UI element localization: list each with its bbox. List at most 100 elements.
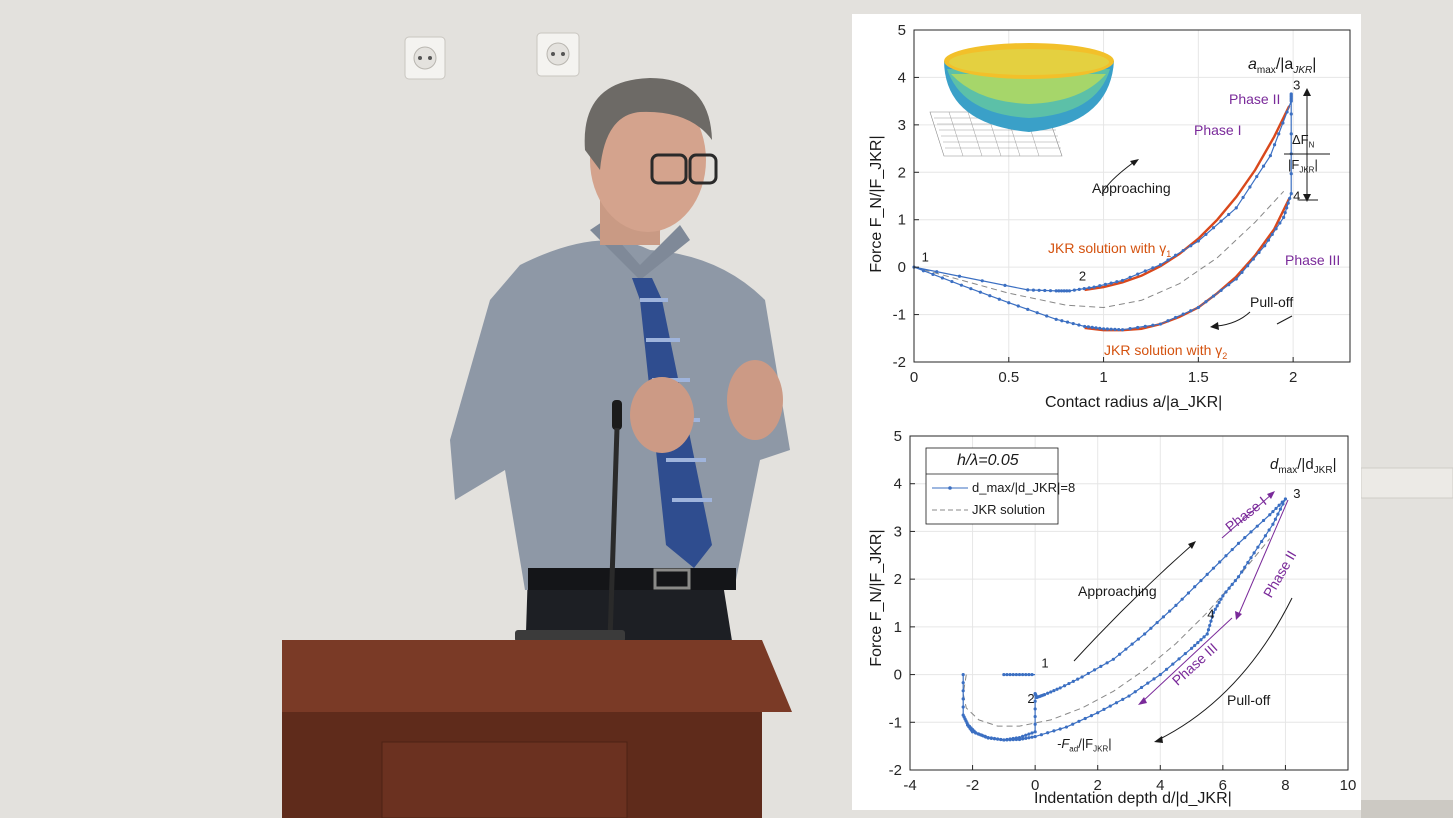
series-marker bbox=[1289, 92, 1293, 96]
series-marker bbox=[1267, 528, 1271, 532]
series-marker bbox=[1196, 305, 1200, 310]
series-marker bbox=[1120, 328, 1125, 332]
series-marker bbox=[1101, 327, 1106, 331]
series-marker bbox=[1219, 219, 1223, 223]
series-marker bbox=[957, 274, 962, 278]
series-marker bbox=[1199, 578, 1203, 583]
series-marker bbox=[1261, 164, 1266, 168]
series-marker bbox=[1236, 541, 1241, 545]
series-marker bbox=[1240, 570, 1244, 574]
series-marker bbox=[1071, 679, 1075, 683]
series-marker bbox=[1277, 132, 1281, 136]
fjkr-label: |FJKR| bbox=[1288, 157, 1318, 175]
x-axis-label-bottom: Indentation depth d/|d_JKR| bbox=[1034, 790, 1232, 807]
series-marker bbox=[1049, 690, 1053, 694]
series-marker bbox=[1058, 727, 1062, 731]
series-marker bbox=[1109, 281, 1113, 285]
y-tick-label: 0 bbox=[894, 667, 902, 684]
wall-trim bbox=[1360, 467, 1453, 499]
series-marker bbox=[1289, 172, 1293, 176]
series-marker bbox=[1128, 327, 1132, 331]
series-marker bbox=[1260, 539, 1264, 544]
series-marker bbox=[983, 734, 987, 739]
approaching-label-bottom: Approaching bbox=[1078, 583, 1157, 599]
series-marker bbox=[1092, 668, 1097, 672]
legend-title: h/λ=0.05 bbox=[957, 452, 1019, 469]
approaching-label: Approaching bbox=[1092, 180, 1171, 196]
series-marker bbox=[1146, 681, 1150, 685]
series-marker bbox=[1286, 201, 1290, 205]
series-marker bbox=[1183, 651, 1187, 656]
series-marker bbox=[1288, 196, 1292, 200]
series-marker bbox=[1208, 623, 1212, 628]
series-marker bbox=[1105, 327, 1109, 331]
series-marker bbox=[1033, 730, 1037, 734]
series-marker bbox=[1155, 620, 1159, 625]
series-marker bbox=[1143, 324, 1147, 328]
series-marker bbox=[997, 297, 1001, 301]
series-marker bbox=[992, 736, 997, 741]
y-tick-label: -1 bbox=[893, 307, 906, 324]
y-axis-label-bottom: Force F_N/|F_JKR| bbox=[868, 529, 885, 667]
series-marker bbox=[1030, 735, 1034, 739]
pulloff-arrow bbox=[1276, 315, 1293, 325]
series-marker bbox=[961, 672, 965, 677]
chart-top-svg: 0 0.5 1 1.5 2 -2 -1 0 1 2 3 4 5 1 2 3 4 bbox=[893, 22, 1351, 386]
series-marker bbox=[1007, 301, 1011, 305]
series-marker bbox=[1248, 185, 1252, 189]
series-marker bbox=[1202, 635, 1206, 639]
series-marker bbox=[1064, 725, 1069, 729]
series-marker bbox=[1246, 560, 1250, 565]
series-marker bbox=[1252, 551, 1256, 555]
series-marker bbox=[1139, 685, 1144, 690]
series-marker bbox=[1062, 684, 1067, 688]
series-marker bbox=[1030, 672, 1034, 677]
series-marker bbox=[959, 283, 963, 287]
x-tick-label: 2 bbox=[1094, 777, 1102, 794]
series-marker bbox=[1285, 206, 1289, 210]
series-marker bbox=[1204, 300, 1208, 304]
series-marker bbox=[1067, 681, 1071, 686]
series-marker bbox=[1215, 604, 1219, 608]
point-label: 3 bbox=[1293, 486, 1300, 501]
series-marker bbox=[1158, 672, 1162, 677]
point-label: 1 bbox=[1041, 655, 1048, 670]
phase-i-arrow bbox=[1221, 493, 1273, 539]
series-marker bbox=[1189, 646, 1194, 650]
series-marker bbox=[1164, 667, 1169, 671]
series-marker bbox=[1205, 632, 1209, 636]
series-marker bbox=[1094, 326, 1098, 330]
series-marker bbox=[1236, 575, 1241, 579]
y-tick-label: 1 bbox=[894, 619, 902, 636]
slide-panel: 0 0.5 1 1.5 2 -2 -1 0 1 2 3 4 5 1 2 3 4 amax/|aJKR| Pha… bbox=[852, 14, 1361, 810]
series-marker bbox=[1289, 132, 1293, 136]
series-marker bbox=[1057, 289, 1061, 293]
series-marker bbox=[1180, 597, 1184, 601]
y-tick-label: 2 bbox=[898, 164, 906, 181]
series-marker bbox=[1213, 607, 1217, 611]
series-marker bbox=[1255, 524, 1259, 528]
series-marker bbox=[1171, 662, 1175, 666]
series-marker bbox=[1083, 716, 1087, 721]
series-marker bbox=[1174, 253, 1178, 257]
series-marker bbox=[1263, 244, 1267, 248]
phase-iii-arrow bbox=[1141, 617, 1233, 703]
series-marker bbox=[1077, 719, 1081, 723]
x-tick-label: 8 bbox=[1281, 777, 1289, 794]
series-marker bbox=[1124, 647, 1128, 651]
series-marker bbox=[1206, 628, 1211, 632]
series-marker bbox=[1193, 585, 1197, 589]
series-marker bbox=[1113, 327, 1117, 331]
series-marker bbox=[1114, 701, 1119, 705]
series-marker bbox=[965, 723, 970, 727]
approaching-arrow-bottom bbox=[1073, 544, 1193, 662]
series-marker bbox=[1003, 283, 1007, 287]
series-marker bbox=[1243, 536, 1247, 540]
series-marker bbox=[1278, 221, 1282, 225]
series-marker bbox=[1045, 314, 1049, 318]
series-marker bbox=[1027, 672, 1031, 677]
series-marker bbox=[1174, 603, 1178, 607]
floor-edge bbox=[1361, 800, 1453, 818]
series-marker bbox=[1052, 729, 1056, 733]
series-marker bbox=[1054, 317, 1058, 321]
